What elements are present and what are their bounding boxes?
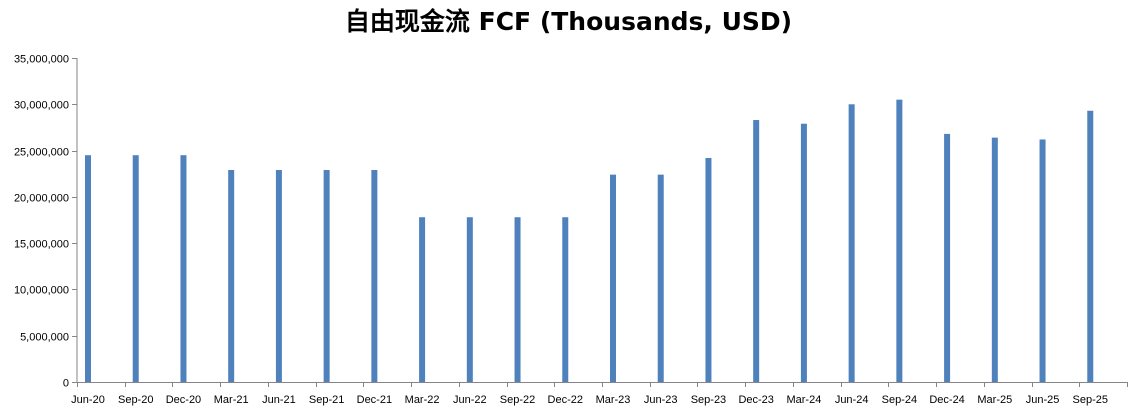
y-tick-label: 10,000,000	[14, 285, 69, 297]
bar	[466, 217, 473, 382]
x-tick-label: Dec-24	[929, 394, 964, 406]
x-tick-label: Jun-21	[262, 394, 296, 406]
bar	[610, 174, 616, 382]
y-tick-label: 15,000,000	[14, 239, 69, 251]
x-tick-label: Dec-22	[548, 394, 583, 406]
bar	[275, 170, 282, 382]
bar	[228, 170, 235, 382]
x-tick-label: Dec-21	[357, 394, 392, 406]
x-tick-label: Mar-21	[214, 394, 249, 406]
bar	[371, 170, 378, 382]
x-tick-label: Sep-23	[691, 394, 726, 406]
x-tick-label: Sep-21	[309, 394, 344, 406]
bar	[514, 217, 521, 382]
x-tick-label: Dec-20	[166, 394, 201, 406]
bar	[180, 155, 187, 382]
x-tick-label: Mar-23	[596, 394, 631, 406]
bar	[132, 155, 139, 382]
bar	[991, 137, 998, 382]
bar	[1039, 139, 1046, 382]
x-tick-label: Jun-25	[1026, 394, 1060, 406]
y-tick-label: 25,000,000	[14, 147, 69, 159]
bar	[85, 155, 91, 382]
bar	[1087, 110, 1094, 382]
x-tick-label: Sep-22	[500, 394, 535, 406]
x-tick-label: Jun-22	[453, 394, 487, 406]
x-tick-label: Jun-24	[835, 394, 869, 406]
y-axis: 0 5,000,000 10,000,000 15,000,000 20,000,000…	[14, 54, 78, 390]
x-tick-label: Sep-24	[882, 394, 917, 406]
y-tick-label: 35,000,000	[14, 54, 69, 66]
x-tick-label: Sep-20	[118, 394, 153, 406]
y-tick-label: 20,000,000	[14, 193, 69, 205]
bar	[896, 99, 903, 383]
bar	[657, 174, 664, 382]
bar	[944, 133, 951, 382]
x-tick-label: Jun-23	[644, 394, 678, 406]
x-tick-label: Mar-25	[977, 394, 1012, 406]
bar	[705, 157, 712, 382]
x-axis: Jun-20 Sep-20 Dec-20 Mar-21 Jun-21 Sep-21 Dec-…	[71, 382, 1128, 406]
y-tick-label: 30,000,000	[14, 100, 69, 112]
x-tick-label: Mar-22	[405, 394, 440, 406]
bar	[419, 217, 426, 382]
x-tick-label: Jun-20	[71, 394, 105, 406]
chart-title: 自由现金流 FCF (Thousands, USD)	[344, 7, 793, 36]
bar	[562, 217, 569, 382]
x-tick-label: Mar-24	[786, 394, 821, 406]
bar	[848, 104, 855, 383]
bar	[323, 170, 330, 382]
bars	[85, 99, 1094, 383]
y-tick-label: 5,000,000	[20, 332, 69, 344]
x-tick-label: Dec-23	[738, 394, 773, 406]
bar	[753, 120, 760, 382]
bar	[800, 123, 807, 383]
y-tick-label: 0	[63, 378, 69, 390]
x-tick-label: Sep-25	[1073, 394, 1108, 406]
